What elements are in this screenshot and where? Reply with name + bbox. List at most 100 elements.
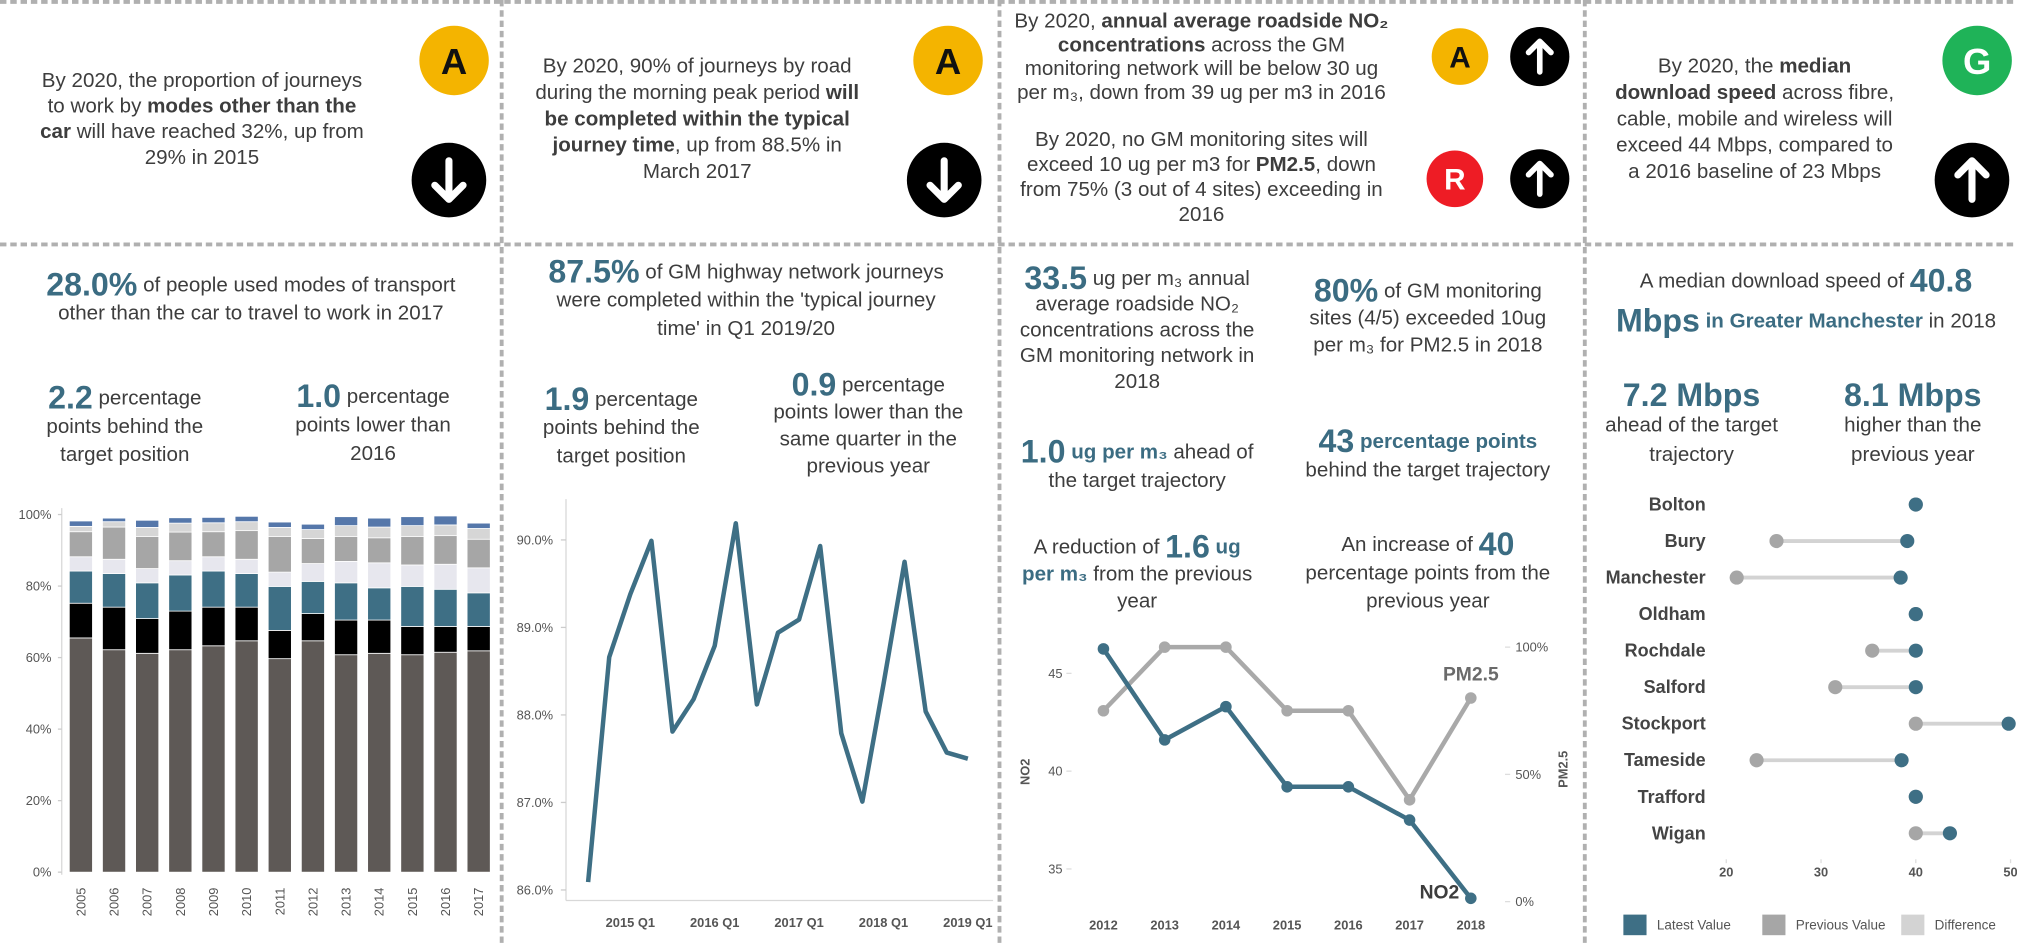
bar-segment (433, 563, 458, 590)
bar-segment (201, 556, 226, 572)
text-line: monitoring network will be below 30 ug (1025, 57, 1378, 80)
bar-segment (334, 525, 359, 537)
text-span: target position (557, 444, 686, 467)
category-label: Bury (1665, 531, 1706, 551)
text-line: 2018 (1114, 369, 1160, 392)
bar-segment (135, 652, 160, 873)
text-span: were completed within the 'typical journ… (556, 288, 937, 311)
bar-segment (334, 582, 359, 621)
latest-point (1893, 570, 1908, 585)
text-span: percentage (341, 385, 450, 408)
point (1403, 814, 1416, 826)
text-line: be completed within the typical (545, 107, 850, 130)
latest-point (1908, 680, 1923, 695)
point (1403, 794, 1416, 806)
text-span: exceed 44 Mbps, compared to (1616, 133, 1893, 156)
category-label: Trafford (1638, 787, 1706, 807)
text-span: previous year (1851, 443, 1975, 466)
bar-segment (267, 586, 292, 631)
big-text: Mbps (1616, 302, 1700, 338)
text-line: ahead of the target (1605, 413, 1778, 436)
point (1097, 643, 1110, 655)
text-span: sites (4/5) exceeded 10ug (1309, 306, 1546, 329)
text-span: a 2016 baseline of 23 Mbps (1628, 160, 1881, 183)
text-line: GM monitoring network in (1020, 344, 1254, 367)
text-line: other than the car to travel to work in … (58, 301, 443, 324)
text-line: points behind the (46, 414, 203, 437)
category-label: Bolton (1649, 495, 1706, 515)
trend-arrow-glyph (431, 157, 467, 203)
text-span: By 2020, the proportion of journeys (42, 68, 362, 91)
bar-segment (433, 515, 458, 526)
bar-segment (433, 524, 458, 537)
text-line: were completed within the 'typical journ… (556, 288, 937, 311)
text-span: of GM monitoring (1378, 279, 1542, 302)
status-badge (1426, 150, 1484, 208)
text-span: March 2017 (643, 160, 752, 183)
x-tick-label: 2011 (272, 888, 287, 916)
bar-segment (466, 522, 491, 529)
bar-segment (367, 587, 392, 621)
text-line: By 2020, the proportion of journeys (42, 68, 362, 91)
bar-segment (234, 530, 259, 560)
x-tick-label: 2006 (107, 888, 122, 917)
text-span: per m₃ for PM2.5 in 2018 (1313, 333, 1542, 356)
x-tick-label: 2013 (339, 888, 354, 917)
text-line: per m₃, down from 39 ug per m3 in 2016 (1017, 80, 1386, 103)
x-tick-label: 30 (1814, 865, 1828, 880)
point (1220, 641, 1232, 653)
bar-segment (400, 586, 425, 627)
category-label: Stockport (1622, 714, 1706, 734)
legend-swatch (1901, 914, 1925, 936)
latest-point (1900, 533, 1915, 549)
big-text: 87.5% (548, 253, 639, 289)
bold-text: will (825, 80, 859, 103)
text-span: previous year (1366, 589, 1490, 612)
text-line: 1.0 percentage (296, 378, 449, 414)
bar-segment (433, 588, 458, 627)
bar-segment (201, 522, 226, 533)
bar-segment (68, 520, 93, 527)
bold-text: PM2.5 (1256, 153, 1315, 176)
y-tick-label: 20% (26, 793, 52, 808)
text-line: during the morning peak period will (535, 80, 859, 103)
text-span: By 2020, the (1658, 54, 1779, 77)
y-tick-label: 88.0% (517, 707, 553, 722)
bar-segment (168, 522, 193, 533)
text-span: from 75% (3 out of 4 sites) exceeding in (1020, 178, 1383, 201)
text-line: points lower than (295, 413, 451, 436)
line (1101, 647, 1473, 900)
y-tick-label: 89.0% (517, 620, 553, 635)
bar-segment (300, 613, 325, 642)
x-tick-label: 2017 (1395, 917, 1424, 932)
bar-segment (300, 563, 325, 582)
text-line: trajectory (1649, 443, 1734, 466)
x-tick-label: 2018 (1457, 917, 1486, 932)
y-tick-label: 86.0% (517, 882, 553, 897)
bar-segment (168, 610, 193, 651)
bar-segment (168, 531, 193, 562)
x-tick-label: 2016 (1334, 917, 1363, 932)
text-line: By 2020, no GM monitoring sites will (1035, 127, 1368, 150)
x-tick-label: 2019 Q1 (943, 915, 992, 930)
bar-segment (102, 517, 127, 523)
point (1158, 734, 1171, 746)
text-span: percentage (836, 373, 945, 396)
text-line: 1.0 ug per m₃ ahead of (1021, 434, 1254, 470)
text-span: By 2020, no GM monitoring sites will (1035, 127, 1368, 150)
text-line: previous year (1851, 443, 1975, 466)
bar-segment (367, 652, 392, 873)
bar-segment (102, 573, 127, 608)
status-label: A (1449, 41, 1470, 74)
bar-segment (168, 649, 193, 873)
legend-label: Difference (1935, 917, 1996, 932)
text-line: behind the target trajectory (1305, 458, 1551, 481)
text-line: same quarter in the (780, 427, 957, 450)
text-span: percentage (93, 386, 202, 409)
text-span: in 2018 (1923, 309, 1996, 332)
big-text: 7.2 Mbps (1623, 377, 1761, 413)
big-text: 40.8 (1910, 262, 1973, 298)
text-line: 87.5% of GM highway network journeys (548, 253, 943, 289)
big-text: 8.1 Mbps (1844, 377, 1982, 413)
